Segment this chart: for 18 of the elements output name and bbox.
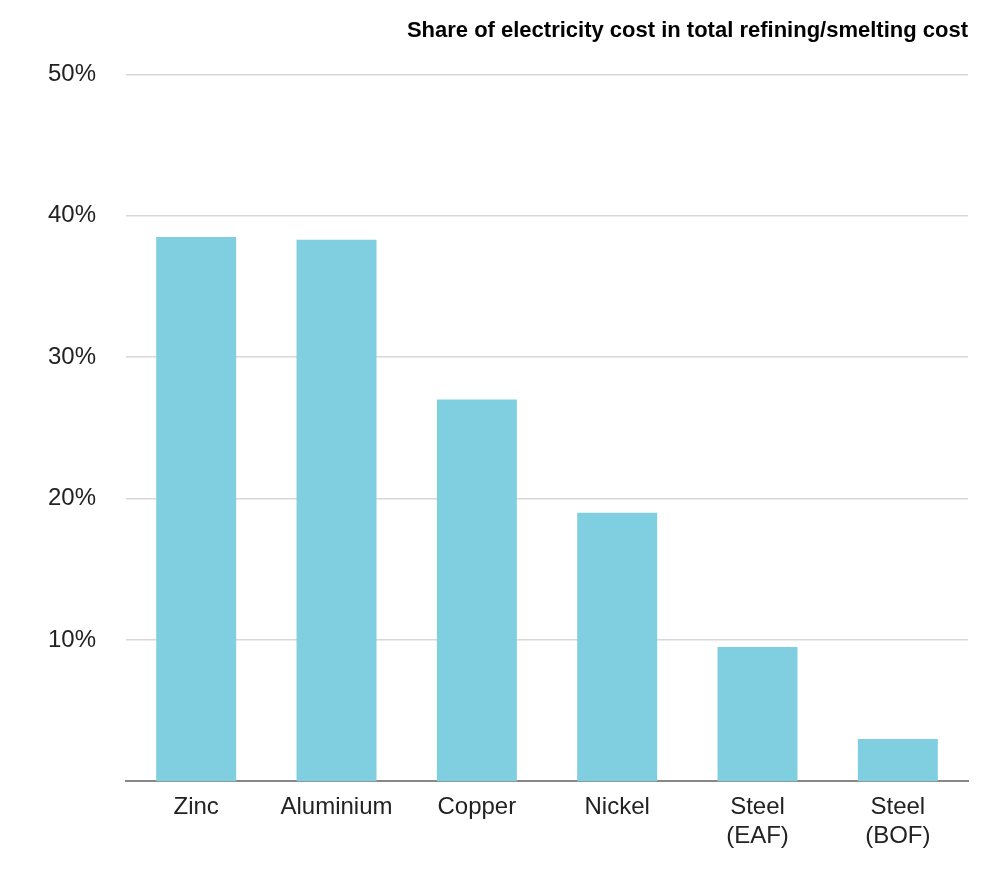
x-tick-label: Nickel xyxy=(584,792,650,820)
y-tick-label: 40% xyxy=(47,200,97,228)
chart-title: Share of electricity cost in total refining/smelting cost xyxy=(406,17,969,43)
bar xyxy=(156,237,237,782)
bar xyxy=(857,738,938,782)
x-tick-label: Steel (BOF) xyxy=(865,792,931,849)
y-tick-label: 10% xyxy=(47,624,97,652)
bar xyxy=(296,239,377,782)
bar xyxy=(577,512,658,782)
x-tick-label: Zinc xyxy=(173,792,219,820)
y-tick-label: 30% xyxy=(47,341,97,369)
x-tick-label: Steel (EAF) xyxy=(726,792,789,849)
y-tick-label: 20% xyxy=(47,483,97,511)
x-tick-label: Copper xyxy=(437,792,517,820)
x-tick-label: Aluminium xyxy=(280,792,393,820)
bar xyxy=(717,647,798,782)
bar xyxy=(436,399,517,782)
y-tick-label: 50% xyxy=(47,59,97,87)
